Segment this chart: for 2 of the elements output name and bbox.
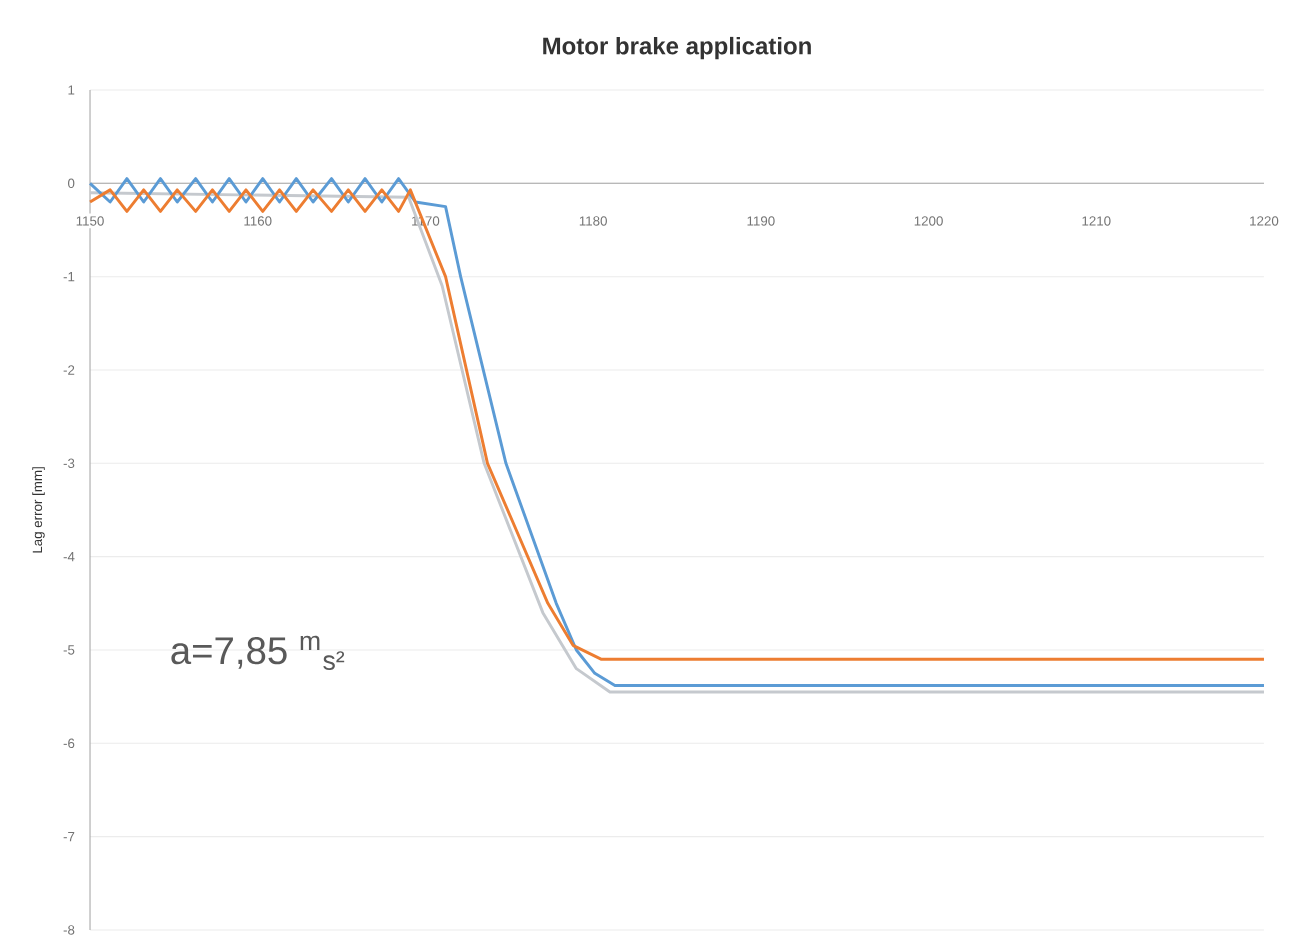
chart-title: Motor brake application [543, 36, 811, 60]
annotation: a=7,85 $^{m}$s² [171, 635, 345, 670]
